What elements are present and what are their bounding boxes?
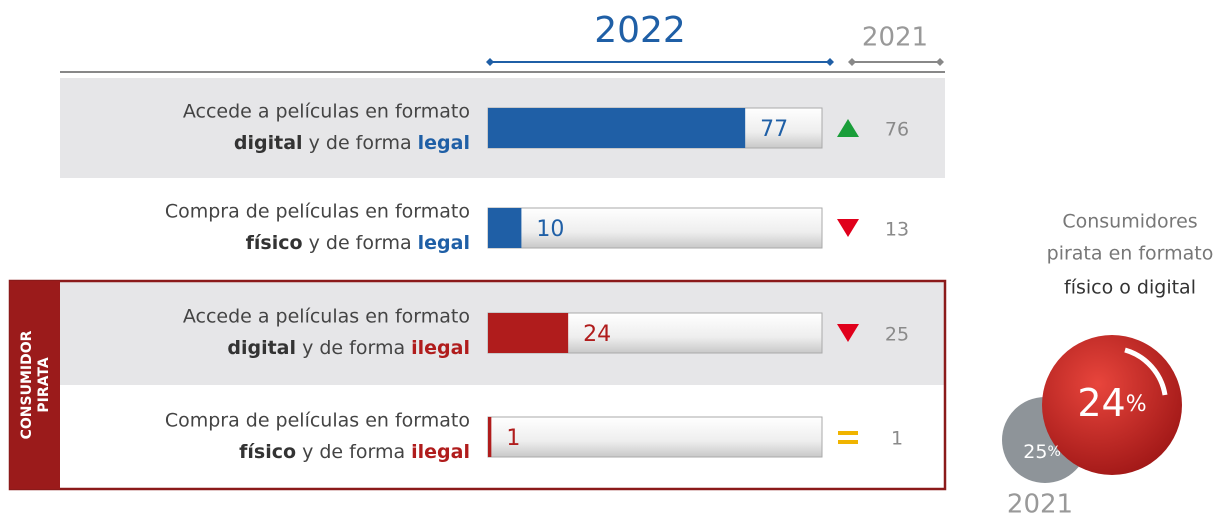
trend-up [837, 119, 859, 137]
side-year: 2021 [1007, 490, 1073, 520]
bar [488, 208, 522, 248]
trend-equal [838, 440, 858, 444]
row-label: digital y de forma legal [234, 132, 470, 154]
bubble-unit: % [1047, 444, 1060, 460]
bar-track [487, 207, 823, 249]
bubble-label: 24% [1077, 381, 1146, 425]
row-label-mid: y de forma [309, 232, 412, 254]
trend-down [837, 219, 859, 237]
row-label: físico y de forma legal [246, 232, 470, 254]
group-label: CONSUMIDOR [19, 330, 35, 439]
bubble-value: 24 [1077, 381, 1125, 425]
bar [488, 108, 746, 148]
row-label-mid: y de forma [309, 132, 412, 154]
side-caption: físico o digital [1064, 277, 1196, 299]
prev-value: 13 [885, 219, 909, 241]
row-label: Accede a películas en formato [183, 306, 470, 328]
row-label-emph: legal [418, 232, 470, 254]
bar-value: 1 [506, 426, 520, 451]
bar [488, 417, 492, 457]
row-label: Accede a películas en formato [183, 101, 470, 123]
row-label-mid: y de forma [302, 337, 405, 359]
prev-value: 25 [885, 324, 909, 346]
header-2022: 2022 [594, 10, 686, 51]
row-label-emph: ilegal [411, 441, 470, 463]
trend-down [837, 324, 859, 342]
row-label: físico y de forma ilegal [239, 441, 470, 463]
trend-equal [838, 431, 858, 435]
row-label-emph: legal [418, 132, 470, 154]
prev-value: 76 [885, 119, 909, 141]
row-label-bold: digital [234, 132, 303, 154]
bar [488, 313, 569, 353]
bubble-label: 25% [1023, 441, 1061, 463]
bubble-2022 [1042, 335, 1182, 475]
row-label-bold: físico [239, 441, 296, 463]
row-label-emph: ilegal [411, 337, 470, 359]
bar-track [487, 416, 823, 458]
row-label: digital y de forma ilegal [227, 337, 470, 359]
side-caption: pirata en formato [1047, 243, 1214, 265]
row-label-bold: físico [246, 232, 303, 254]
row-label: Compra de películas en formato [165, 410, 470, 432]
group-label: PIRATA [36, 357, 52, 412]
bubble-value: 25 [1023, 441, 1047, 463]
row-label-bold: digital [227, 337, 296, 359]
bubble-arc [1124, 347, 1168, 396]
bar-value: 77 [760, 117, 788, 142]
bar-value: 24 [583, 322, 611, 347]
prev-value: 1 [891, 428, 903, 450]
side-caption: Consumidores [1062, 211, 1197, 233]
bar-value: 10 [536, 217, 564, 242]
row-label: Compra de películas en formato [165, 201, 470, 223]
header-2021: 2021 [862, 23, 928, 53]
bubble-unit: % [1126, 392, 1147, 417]
row-label-mid: y de forma [302, 441, 405, 463]
pirate-tab [10, 281, 60, 489]
